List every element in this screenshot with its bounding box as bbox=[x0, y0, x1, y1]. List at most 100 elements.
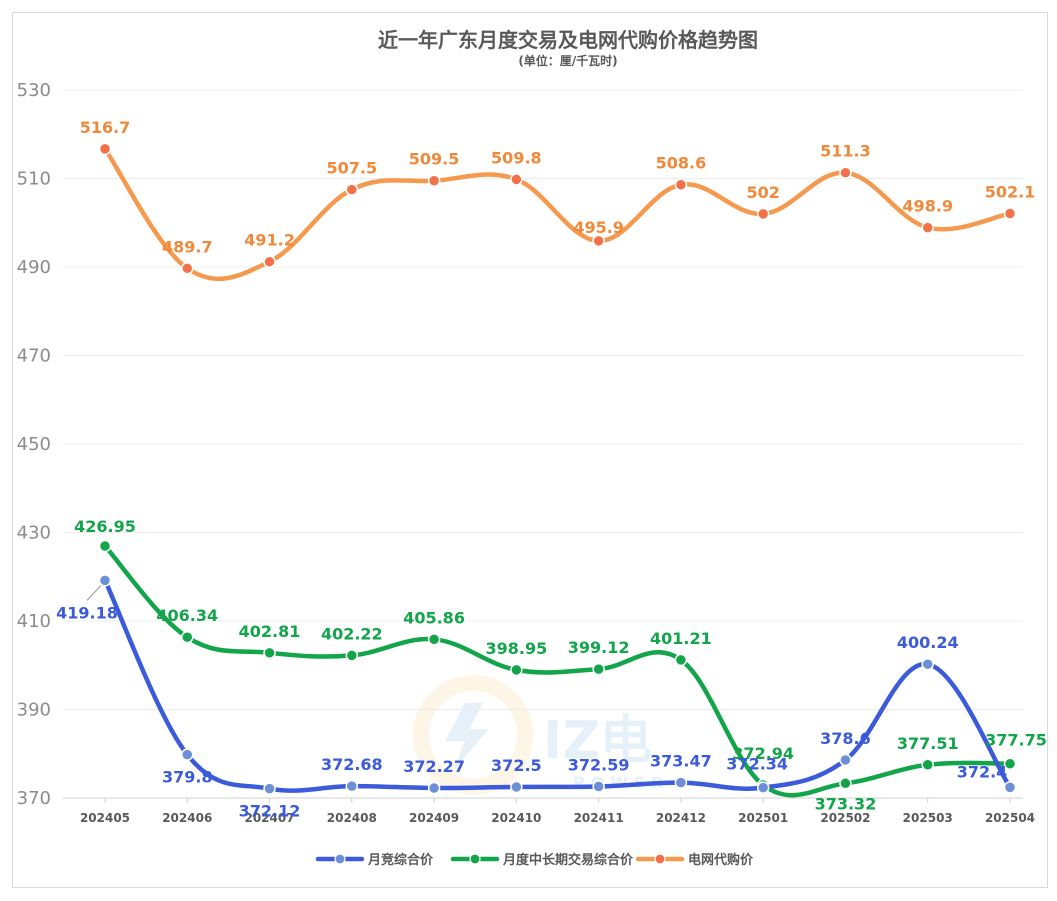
y-tick-label: 430 bbox=[17, 523, 51, 544]
data-point bbox=[592, 780, 605, 793]
legend-item[interactable]: 电网代购价 bbox=[635, 852, 754, 868]
data-point bbox=[592, 662, 605, 676]
data-label: 405.86 bbox=[403, 608, 465, 627]
y-tick-label: 390 bbox=[17, 700, 51, 721]
data-point bbox=[756, 207, 770, 221]
x-tick-label: 202503 bbox=[903, 811, 953, 825]
data-point bbox=[921, 657, 934, 671]
data-point bbox=[263, 782, 276, 795]
chart-subtitle: (单位：厘/千瓦时) bbox=[518, 53, 617, 68]
data-label: 372.27 bbox=[403, 757, 465, 776]
data-label: 373.32 bbox=[815, 794, 877, 813]
data-label: 426.95 bbox=[74, 517, 136, 536]
data-point bbox=[1003, 757, 1017, 770]
y-tick-label: 410 bbox=[17, 611, 51, 632]
data-label: 491.2 bbox=[244, 231, 295, 250]
x-tick-label: 202501 bbox=[738, 811, 788, 825]
legend[interactable]: 月竞综合价 月度中长期交易综合价 电网代购价 bbox=[315, 852, 754, 868]
data-label: 379.8 bbox=[162, 768, 213, 787]
data-label: 372.34 bbox=[726, 755, 788, 774]
data-point bbox=[839, 753, 852, 767]
data-label: 489.7 bbox=[162, 237, 213, 256]
data-point bbox=[427, 781, 441, 795]
x-tick-label: 202406 bbox=[162, 811, 212, 825]
data-point bbox=[181, 748, 194, 761]
data-label: 502.1 bbox=[985, 182, 1036, 201]
x-tick-label: 202412 bbox=[656, 811, 706, 825]
data-point bbox=[427, 633, 441, 646]
data-point bbox=[674, 178, 688, 191]
data-point bbox=[1003, 781, 1017, 794]
data-point bbox=[345, 649, 359, 662]
data-label: 372.12 bbox=[239, 802, 301, 821]
x-tick-label: 202408 bbox=[327, 811, 377, 825]
data-label: 402.22 bbox=[321, 624, 383, 643]
data-label: 377.75 bbox=[985, 731, 1047, 750]
data-point bbox=[181, 262, 194, 275]
data-label: 516.7 bbox=[80, 118, 131, 137]
x-tick-label: 202411 bbox=[574, 811, 624, 825]
data-point bbox=[181, 630, 194, 644]
legend-marker bbox=[469, 853, 481, 865]
data-point bbox=[839, 166, 852, 179]
data-point bbox=[674, 776, 688, 789]
series-line bbox=[102, 578, 1013, 793]
data-point bbox=[839, 777, 852, 790]
x-axis: 202405 202406 202407 202408 202409 202410 2024… bbox=[80, 798, 1035, 825]
data-point bbox=[510, 173, 523, 186]
chart-frame: IZ电 POWER 近一年广东月度交易及电网代购价格趋势图 (单位：厘/千瓦时)… bbox=[12, 12, 1048, 888]
data-label: 372.59 bbox=[568, 756, 630, 775]
y-tick-label: 450 bbox=[17, 434, 51, 455]
data-label: 509.8 bbox=[491, 148, 542, 167]
data-label: 498.9 bbox=[902, 197, 953, 216]
y-tick-label: 490 bbox=[17, 257, 51, 278]
data-label: 406.34 bbox=[156, 606, 218, 625]
data-point bbox=[98, 142, 112, 156]
x-tick-label: 202410 bbox=[491, 811, 541, 825]
data-label: 401.21 bbox=[650, 629, 712, 648]
x-tick-label: 202409 bbox=[409, 811, 459, 825]
data-point bbox=[674, 653, 688, 667]
data-point bbox=[510, 780, 523, 794]
data-labels: 516.7 489.7 491.2 507.5 509.5 509.8 495.9 508.6… bbox=[56, 118, 1047, 821]
legend-item[interactable]: 月竞综合价 bbox=[315, 852, 434, 868]
data-point bbox=[345, 779, 359, 793]
data-label: 378.6 bbox=[820, 729, 871, 748]
data-point bbox=[921, 221, 934, 234]
watermark-brand: IZ电 bbox=[543, 711, 652, 771]
data-point bbox=[345, 183, 359, 196]
y-tick-label: 530 bbox=[17, 80, 51, 101]
data-label: 372.5 bbox=[491, 756, 542, 775]
legend-marker bbox=[334, 853, 346, 865]
series-line bbox=[102, 146, 1013, 282]
legend-label: 电网代购价 bbox=[688, 852, 754, 868]
data-point bbox=[592, 234, 605, 248]
data-label: 400.24 bbox=[897, 633, 959, 652]
data-label: 377.51 bbox=[897, 734, 959, 753]
data-label: 419.18 bbox=[56, 603, 118, 622]
legend-item[interactable]: 月度中长期交易综合价 bbox=[450, 852, 634, 868]
data-label: 372.68 bbox=[321, 755, 383, 774]
data-point bbox=[921, 758, 934, 772]
legend-marker bbox=[654, 853, 666, 865]
y-tick-label: 470 bbox=[17, 346, 51, 367]
data-point bbox=[756, 781, 770, 794]
data-point bbox=[510, 663, 523, 677]
y-axis: 370 390 410 430 450 470 490 510 530 bbox=[17, 80, 51, 809]
data-label: 373.47 bbox=[650, 752, 712, 771]
data-label: 508.6 bbox=[656, 154, 707, 173]
x-tick-label: 202405 bbox=[80, 811, 130, 825]
data-point bbox=[427, 174, 441, 187]
x-tick-label: 202504 bbox=[985, 811, 1035, 825]
data-point bbox=[98, 539, 112, 553]
y-tick-label: 370 bbox=[17, 788, 51, 809]
leader-line bbox=[86, 585, 102, 601]
data-label: 502 bbox=[746, 183, 779, 202]
x-tick-label: 202407 bbox=[244, 811, 294, 825]
chart-title: 近一年广东月度交易及电网代购价格趋势图 bbox=[378, 28, 758, 52]
grid-lines bbox=[63, 89, 1023, 799]
data-point bbox=[263, 646, 276, 660]
data-point bbox=[263, 255, 276, 268]
data-label: 402.81 bbox=[239, 622, 301, 641]
legend-label: 月度中长期交易综合价 bbox=[502, 852, 634, 868]
